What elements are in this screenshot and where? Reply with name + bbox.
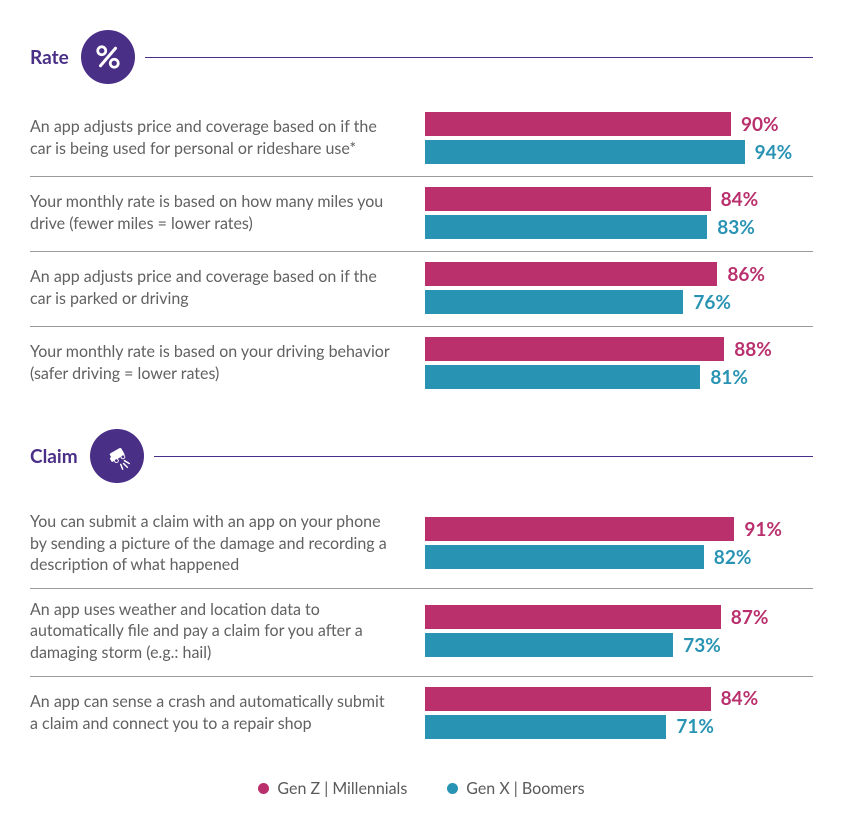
- section-title: Rate: [30, 46, 69, 69]
- data-row: Your monthly rate is based on your drivi…: [30, 326, 813, 401]
- bar-line-b: 82%: [425, 545, 813, 569]
- legend-label: Gen Z | Millennials: [277, 779, 407, 798]
- bar-group: 87% 73%: [425, 605, 813, 657]
- bar: [425, 715, 666, 739]
- bar: [425, 687, 711, 711]
- bar-line-b: 94%: [425, 140, 813, 164]
- row-label: Your monthly rate is based on your drivi…: [30, 341, 425, 384]
- legend-item-a: Gen Z | Millennials: [258, 779, 407, 798]
- crash-icon: [90, 429, 144, 483]
- row-label: An app uses weather and location data to…: [30, 599, 425, 664]
- bar-value: 84%: [721, 188, 759, 211]
- bar-value: 84%: [721, 687, 759, 710]
- bar-line-a: 90%: [425, 112, 813, 136]
- bar-value: 90%: [741, 113, 779, 136]
- row-label: An app adjusts price and coverage based …: [30, 116, 425, 159]
- bar-group: 86%76%: [425, 262, 813, 314]
- bar-line-a: 91%: [425, 517, 813, 541]
- section-rate: Rate An app adjusts price and coverage ba…: [30, 30, 813, 401]
- legend-dot: [447, 783, 458, 794]
- bar: [425, 112, 731, 136]
- bar-value: 71%: [676, 715, 714, 738]
- bar-group: 91%82%: [425, 517, 813, 569]
- header-rule: [154, 456, 813, 457]
- bar-line-a: 84%: [425, 687, 813, 711]
- bar-group: 84% 71%: [425, 687, 813, 739]
- bar: [425, 605, 721, 629]
- bar-line-b: 76%: [425, 290, 813, 314]
- bar-group: 88%81%: [425, 337, 813, 389]
- bar: [425, 140, 745, 164]
- bar-value: 91%: [744, 518, 782, 541]
- bar-group: 90%94%: [425, 112, 813, 164]
- bar-line-a: 88%: [425, 337, 813, 361]
- bar-line-b: 81%: [425, 365, 813, 389]
- row-label: An app can sense a crash and automatical…: [30, 691, 425, 734]
- bar-value: 88%: [734, 338, 772, 361]
- bar-line-a: 86%: [425, 262, 813, 286]
- legend: Gen Z | Millennials Gen X | Boomers: [30, 779, 813, 798]
- section-claim: Claim You can submit a claim with an app …: [30, 429, 813, 751]
- bar: [425, 337, 724, 361]
- bar: [425, 187, 711, 211]
- row-label: An app adjusts price and coverage based …: [30, 266, 425, 309]
- bar-line-a: 84%: [425, 187, 813, 211]
- bar: [425, 633, 673, 657]
- header-rule: [145, 57, 813, 58]
- legend-item-b: Gen X | Boomers: [447, 779, 584, 798]
- row-label: Your monthly rate is based on how many m…: [30, 191, 425, 234]
- legend-dot: [258, 783, 269, 794]
- data-row: You can submit a claim with an app on yo…: [30, 501, 813, 588]
- bar-value: 87%: [731, 606, 769, 629]
- bar-line-b: 73%: [425, 633, 813, 657]
- section-header: Claim: [30, 429, 813, 483]
- bar: [425, 290, 683, 314]
- bar: [425, 262, 717, 286]
- data-row: An app adjusts price and coverage based …: [30, 251, 813, 326]
- bar-line-b: 71%: [425, 715, 813, 739]
- row-label: You can submit a claim with an app on yo…: [30, 511, 425, 576]
- data-row: An app can sense a crash and automatical…: [30, 676, 813, 751]
- bar-value: 73%: [683, 634, 721, 657]
- bar-value: 83%: [717, 216, 755, 239]
- bar-value: 82%: [714, 546, 752, 569]
- bar-value: 86%: [727, 263, 765, 286]
- bar-value: 81%: [710, 366, 748, 389]
- bar: [425, 365, 700, 389]
- bar: [425, 215, 707, 239]
- bar-value: 76%: [693, 291, 731, 314]
- section-title: Claim: [30, 445, 78, 468]
- bar-group: 84%83%: [425, 187, 813, 239]
- percent-icon: [81, 30, 135, 84]
- data-row: An app uses weather and location data to…: [30, 588, 813, 676]
- data-row: Your monthly rate is based on how many m…: [30, 176, 813, 251]
- legend-label: Gen X | Boomers: [466, 779, 584, 798]
- section-header: Rate: [30, 30, 813, 84]
- bar-value: 94%: [755, 141, 793, 164]
- bar: [425, 517, 734, 541]
- bar: [425, 545, 704, 569]
- data-row: An app adjusts price and coverage based …: [30, 102, 813, 176]
- bar-line-b: 83%: [425, 215, 813, 239]
- bar-line-a: 87%: [425, 605, 813, 629]
